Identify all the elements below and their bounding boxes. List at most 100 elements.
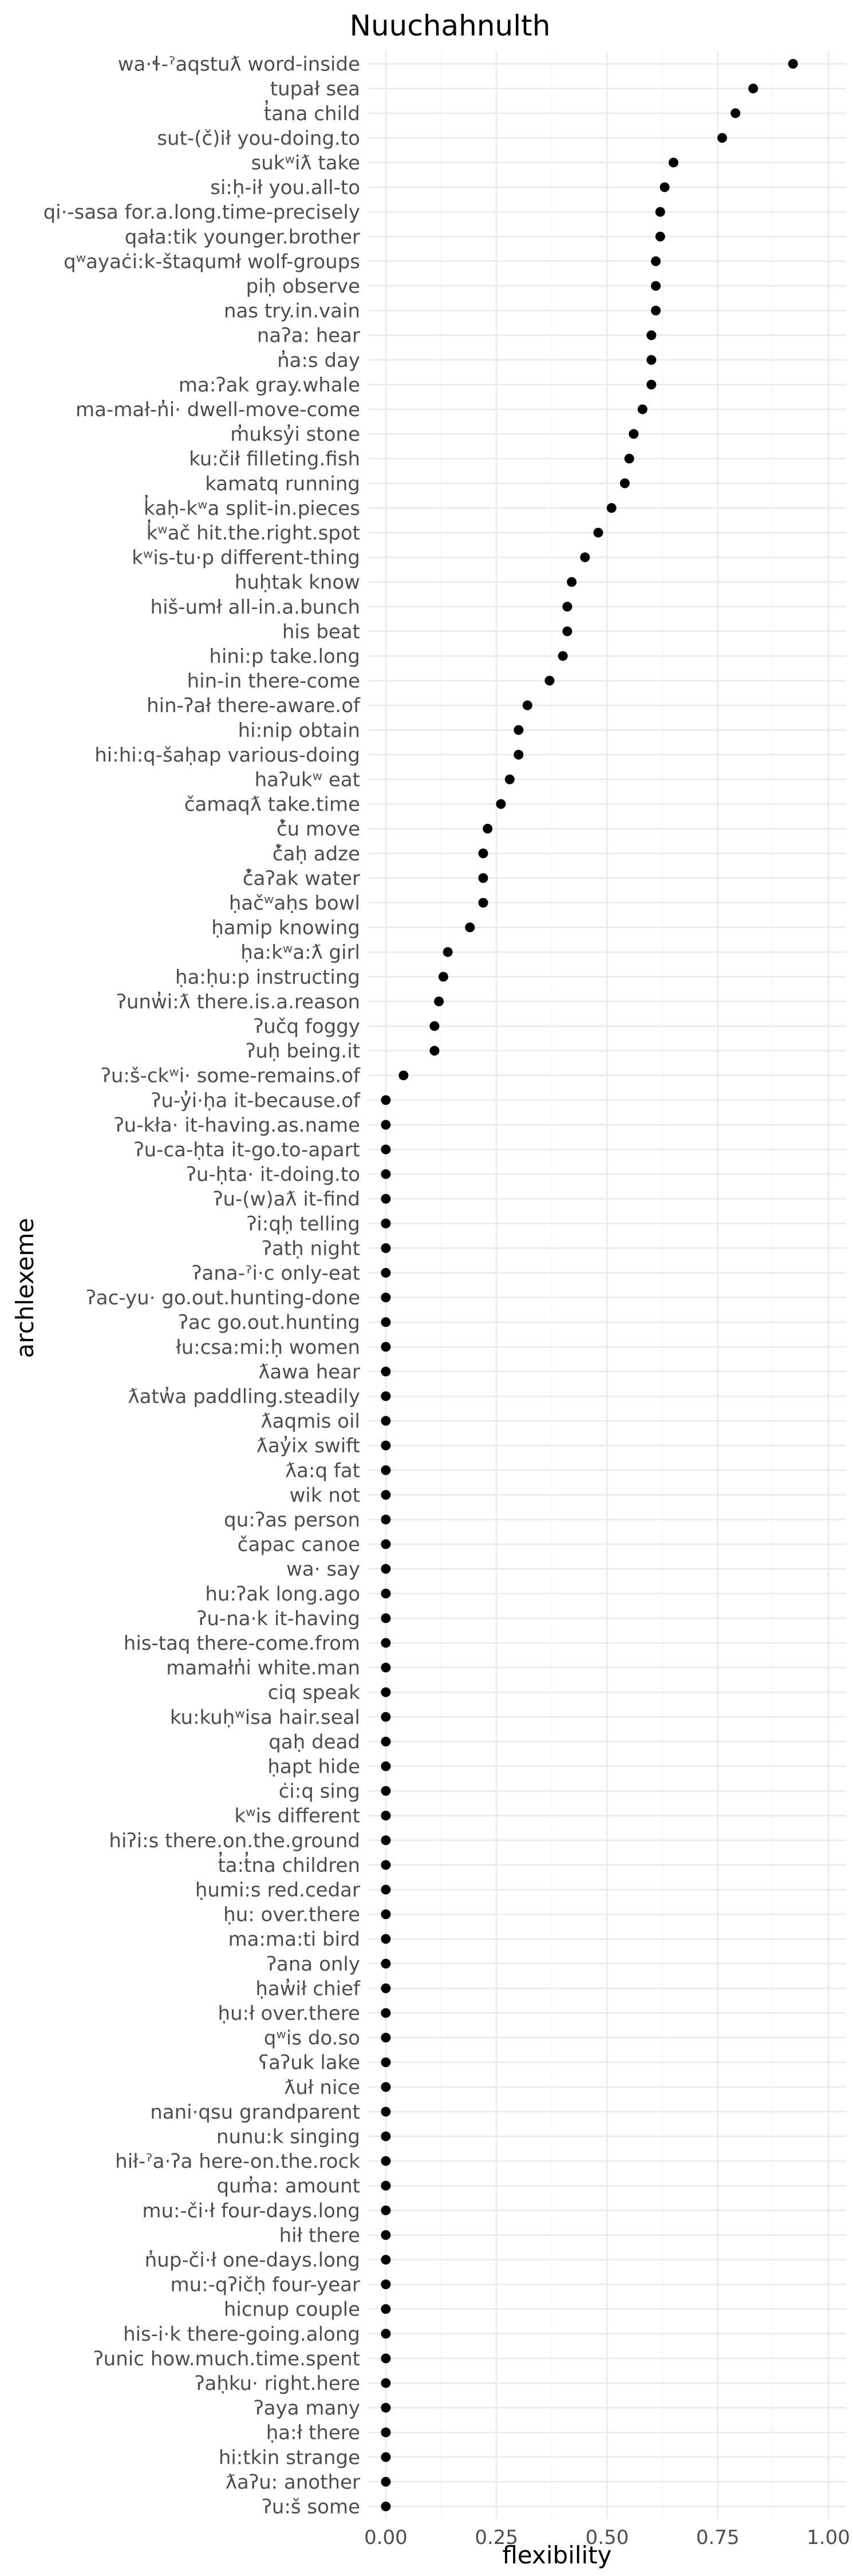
data-point <box>544 675 555 686</box>
data-point <box>562 626 572 637</box>
x-tick-label: 1.00 <box>807 2526 850 2549</box>
data-point <box>381 1490 391 1500</box>
data-point <box>381 1342 391 1352</box>
y-tick-label: mamałn̓i white.man <box>166 1657 360 1680</box>
data-point <box>483 824 493 834</box>
data-point <box>381 1514 391 1524</box>
data-point <box>381 2452 391 2462</box>
data-point <box>660 182 670 192</box>
y-tick-label: tupał sea <box>270 78 360 101</box>
y-tick-label: čamaqƛ take.time <box>184 793 360 816</box>
y-tick-label: ʔu-ḥta· it-doing.to <box>187 1163 360 1186</box>
data-point <box>381 2033 391 2043</box>
data-point <box>381 2254 391 2265</box>
data-point <box>381 1983 391 1993</box>
data-point <box>637 404 647 414</box>
y-tick-label: nunu:k singing <box>216 2125 360 2148</box>
y-tick-label: ʔunic how.much.time.spent <box>93 2348 360 2370</box>
y-tick-label: n̓a:s day <box>277 349 360 372</box>
y-tick-label: ƛaqmis oil <box>261 1410 360 1433</box>
y-tick-label: qʷis do.so <box>264 2027 360 2050</box>
data-point <box>504 774 515 784</box>
y-tick-label: łu:csa:mi:ḥ women <box>176 1336 360 1359</box>
data-point <box>381 1712 391 1722</box>
y-tick-label: his-i·k there-going.along <box>123 2323 360 2346</box>
data-point <box>381 2304 391 2314</box>
data-point <box>606 503 617 513</box>
y-tick-label: piḥ observe <box>246 275 360 298</box>
y-tick-label: hicnup couple <box>224 2298 360 2321</box>
y-tick-label: qała:tik younger.brother <box>125 226 360 248</box>
y-tick-label: m̓uksy̓i stone <box>230 423 360 446</box>
data-point <box>381 2427 391 2437</box>
data-point <box>381 1958 391 1969</box>
y-tick-label: qaḥ dead <box>268 1730 360 1753</box>
data-point <box>381 1416 391 1426</box>
data-point <box>381 1194 391 1204</box>
y-tick-label: ʔac-yu· go.out.hunting-done <box>86 1287 360 1310</box>
y-tick-label: ʔana only <box>267 1953 360 1976</box>
data-point <box>646 380 657 390</box>
data-point <box>646 330 657 341</box>
x-tick-label: 0.75 <box>696 2526 740 2549</box>
y-tick-label: ma:ʔak gray.whale <box>179 374 360 397</box>
data-point <box>381 1687 391 1697</box>
data-point <box>788 59 798 69</box>
y-tick-label: ʔu-y̓i·ḥa it-because.of <box>151 1089 361 1112</box>
data-point <box>730 108 741 118</box>
y-tick-label: nani·qsu grandparent <box>150 2101 360 2124</box>
x-tick-label: 0.00 <box>364 2526 408 2549</box>
data-point <box>580 552 590 563</box>
data-point <box>619 478 630 488</box>
y-tick-label: ḥa:kʷa:ƛ girl <box>240 941 360 964</box>
y-tick-label: ʕaʔuk lake <box>259 2052 360 2075</box>
x-tick-label: 0.25 <box>475 2526 518 2549</box>
y-tick-label: hił-ˀa·ʔa here-on.the.rock <box>115 2150 360 2173</box>
y-tick-label: ċi:q sing <box>279 1780 360 1803</box>
y-tick-label: kamatq running <box>205 472 360 495</box>
data-point <box>478 873 488 883</box>
data-point <box>381 1144 391 1155</box>
data-point <box>593 527 603 538</box>
y-tick-label: ƛay̓ix swift <box>256 1435 360 1457</box>
data-point <box>381 2476 391 2487</box>
y-tick-label: n̓up-či·ł one-days.long <box>145 2249 360 2271</box>
y-tick-label: hi:hi:q-šaḥap various-doing <box>94 744 360 767</box>
y-tick-label: nas try.in.vain <box>224 300 360 323</box>
y-tick-label: hin-in there-come <box>187 670 360 693</box>
data-point <box>381 1811 391 1821</box>
data-point <box>558 651 568 661</box>
y-tick-label: ƛa:q fat <box>285 1459 360 1482</box>
y-tick-label: haʔukʷ eat <box>255 768 360 791</box>
y-tick-label: ʔuḥ being.it <box>246 1040 360 1063</box>
data-point <box>381 1465 391 1475</box>
y-tick-label: ʔu-(w)aƛ it-find <box>213 1188 360 1211</box>
data-point <box>381 1909 391 1919</box>
y-tick-label: ma:ma:ti bird <box>228 1928 360 1951</box>
y-tick-label: ʔu-kła· it-having.as.name <box>114 1114 360 1137</box>
data-point <box>646 355 657 365</box>
data-point <box>429 1046 440 1056</box>
y-tick-label: ʔu:š-ckʷi· some-remains.of <box>101 1065 361 1088</box>
data-point <box>381 1095 391 1105</box>
data-point <box>514 749 524 760</box>
y-tick-label: sut-(č)ił you-doing.to <box>157 127 360 150</box>
y-tick-label: hi:nip obtain <box>238 719 360 742</box>
y-tick-label: ḥapt hide <box>267 1755 360 1778</box>
data-point <box>567 577 577 587</box>
data-point <box>381 1293 391 1303</box>
y-tick-label: ḥamip knowing <box>211 916 360 939</box>
y-tick-label: ʔana-ˀi·c only-eat <box>192 1262 360 1285</box>
data-point <box>381 1613 391 1623</box>
y-tick-label: his-taq there-come.from <box>124 1632 360 1655</box>
data-point <box>381 1786 391 1796</box>
minor-gridlines <box>440 52 774 2519</box>
data-point <box>381 1440 391 1451</box>
y-tick-label: qu:ʔas person <box>224 1508 360 1531</box>
y-tick-label: sukʷiƛ take <box>251 152 360 175</box>
data-point <box>443 947 453 957</box>
data-point <box>381 2008 391 2018</box>
data-point <box>478 898 488 908</box>
data-point <box>381 1860 391 1870</box>
data-point <box>381 2353 391 2364</box>
